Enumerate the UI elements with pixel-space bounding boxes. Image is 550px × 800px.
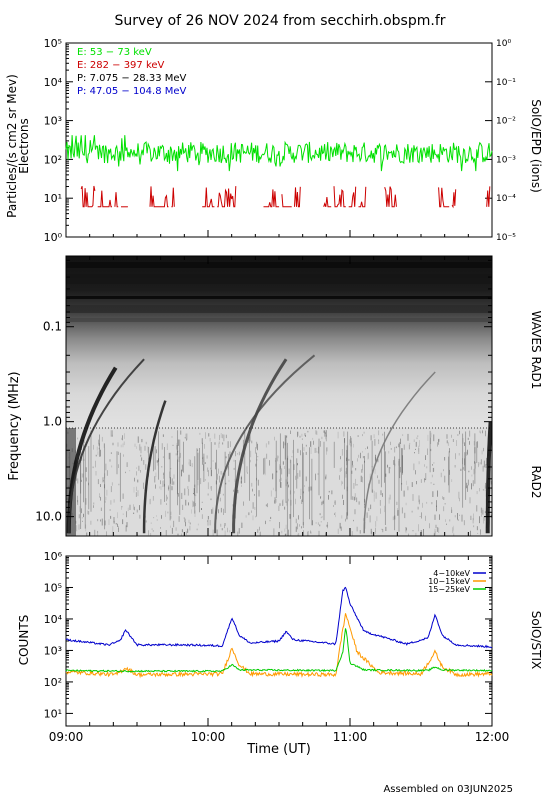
stix-ytick-label: 10² [44,676,62,689]
stix-xaxis: 09:00 10:00 11:00 12:00 [49,556,510,744]
rad2-label: RAD2 [529,466,543,499]
electron-282-397keV-line [171,187,175,208]
rad1-band [66,305,492,313]
electron-282-397keV-line [486,186,491,207]
stix-legend-label: 4−10keV [433,569,470,578]
stix-xtick-label: 10:00 [191,730,226,744]
stix-ylabel: COUNTS [17,615,31,666]
electron-282-397keV-line [97,190,112,208]
particles-ytick-label: 10³ [44,115,62,128]
stix-10-15kev-line [65,613,493,679]
particles-right-tick-label: 10⁰ [496,39,511,49]
stix-ytick-label: 10⁶ [44,550,63,563]
stix-ytick-label: 10⁵ [44,581,62,594]
particles-right-tick-label: 10⁻⁵ [496,233,516,243]
electron-282-397keV-line [217,186,237,208]
particles-right-tick-label: 10⁻³ [496,155,516,165]
particles-ytick-label: 10⁴ [44,76,63,89]
rad1-spectrogram [66,256,492,428]
electron-282-397keV-line [281,194,292,208]
electron-282-397keV-line [263,189,280,208]
stix-xlabel: Time (UT) [246,742,311,757]
electron-282-397keV-line [348,186,357,208]
electron-282-397keV-line [451,189,457,209]
figure-title: Survey of 26 NOV 2024 from secchirh.obsp… [114,13,445,29]
frequency-tick-label: 10.0 [35,510,62,524]
electron-282-397keV-line [358,186,367,208]
electron-282-397keV-line [294,186,301,208]
stix-legend-label: 15−25keV [428,585,470,594]
frequency-axis: 0.1 1.0 10.0 [35,259,492,524]
particles-right-tick-label: 10⁻¹ [496,78,516,88]
frequency-tick-label: 1.0 [43,415,62,429]
radio-burst [485,421,492,534]
assembled-footer: Assembled on 03JUN2025 [383,784,513,795]
particles-legend-entry: P: 47.05 − 104.8 MeV [77,86,187,97]
particles-xaxis-ticks [65,230,493,237]
stix-xtick-label: 12:00 [475,730,510,744]
particles-ytick-label: 10² [44,153,62,166]
electron-282-397keV-line [323,196,332,208]
radio-burst [232,358,288,534]
stix-ytick-label: 10¹ [44,707,62,720]
rad1-band [66,262,492,268]
stix-yaxis: 10¹ 10² 10³ 10⁴ 10⁵ 10⁶ [44,550,492,720]
particles-series [65,135,493,209]
stix-15-25kev-line [65,628,493,673]
stix-xtick-label: 11:00 [333,730,368,744]
particles-ytick-label: 10⁰ [44,231,63,244]
radio-burst [142,400,167,534]
stix-right-label: SolO/STIX [529,611,543,670]
rad2-spectrogram [66,428,492,536]
radio-burst [363,371,436,534]
frequency-tick-label: 0.1 [43,320,62,334]
stix-ytick-label: 10³ [44,644,62,657]
particles-ytick-label: 10¹ [44,192,62,205]
particles-right-tick-label: 10⁻⁴ [496,194,516,204]
stix-legend-label: 10−15keV [428,577,470,586]
electron-282-397keV-line [80,185,96,208]
particles-yaxis: 10⁰ 10¹ 10² 10³ 10⁴ 10⁵ [44,37,73,244]
particles-right-tick-label: 10⁻² [496,117,516,127]
electron-282-397keV-line [202,187,215,208]
rad1-band [66,296,492,299]
particles-ylabel: Particles/(s cm2 sr Mev) [5,74,19,218]
electron-282-397keV-line [438,187,450,208]
particles-ytick-label: 10⁵ [44,37,62,50]
radio-xaxis-ticks [65,256,493,536]
radio-panel: 0.1 1.0 10.0 Frequency (MHz) WAVES RAD1 RA… [7,255,543,537]
radio-burst [214,354,316,534]
electron-282-397keV-line [333,186,346,208]
particles-ylabel-electrons: Electrons [17,118,31,173]
stix-ytick-label: 10⁴ [44,613,63,626]
stix-4-10kev-line [65,586,493,649]
particles-legend-entry: E: 53 − 73 keV [77,47,152,58]
radio-bursts [66,354,492,534]
particles-right-axis: 10⁻⁵ 10⁻⁴ 10⁻³ 10⁻² 10⁻¹ 10⁰ [485,39,516,243]
particles-right-label: SolO/EPD (ions) [529,99,543,193]
rad1-band [66,318,492,322]
particles-legend: E: 53 − 73 keV E: 282 − 397 keV P: 7.075 −… [77,47,187,97]
waves-rad1-label: WAVES RAD1 [529,311,543,390]
electron-282-397keV-line [114,192,119,208]
particles-legend-entry: E: 282 − 397 keV [77,60,165,71]
electron-53-73keV-line [65,135,493,172]
stix-xtick-label: 09:00 [49,730,84,744]
electron-282-397keV-line [149,186,169,208]
rad1-band [66,274,492,284]
radio-burst [67,358,145,534]
electron-282-397keV-line [384,186,397,208]
stix-series [65,586,493,679]
particles-legend-entry: P: 7.075 − 28.33 MeV [77,73,187,84]
frequency-ylabel: Frequency (MHz) [7,371,22,480]
